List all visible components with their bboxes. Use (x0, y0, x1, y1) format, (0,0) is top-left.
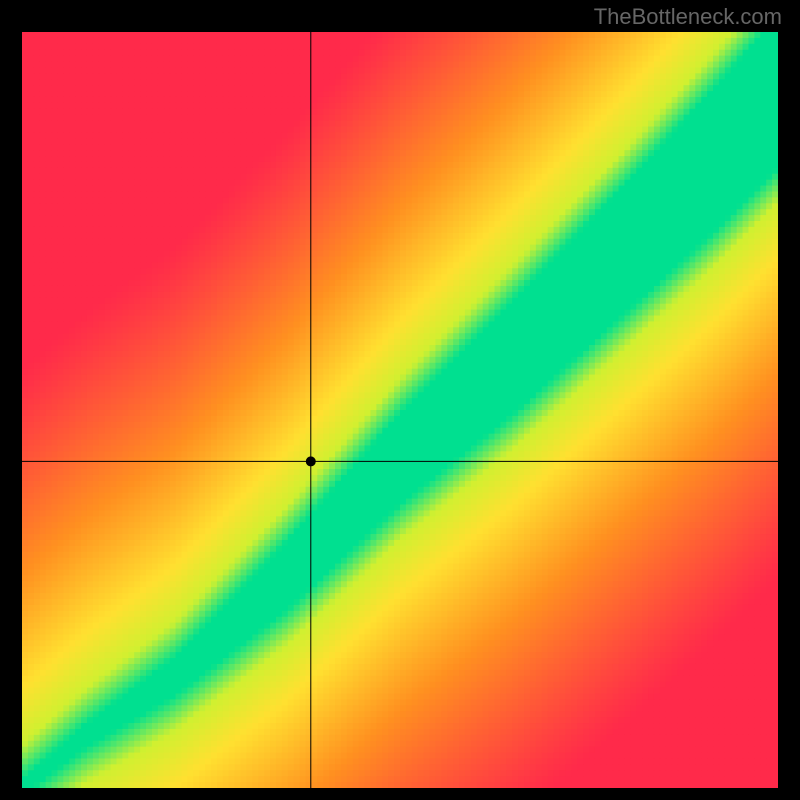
heatmap-canvas (22, 32, 778, 788)
bottleneck-heatmap (22, 32, 778, 788)
watermark-text: TheBottleneck.com (594, 4, 782, 30)
marker-dot (306, 456, 316, 466)
